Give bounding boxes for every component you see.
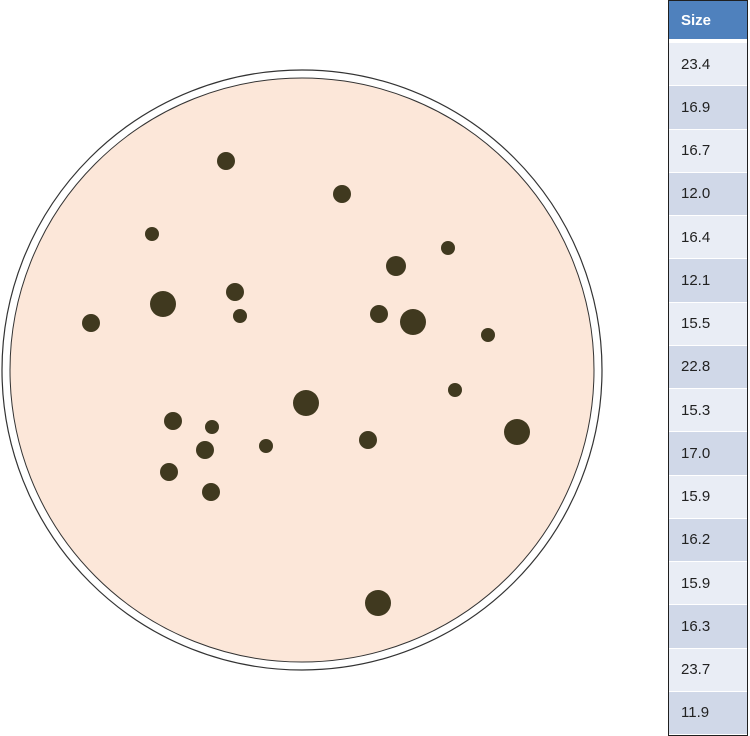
colony [293,390,319,416]
size-cell: 23.4 [669,43,747,87]
colony [217,152,235,170]
size-cell: 12.1 [669,259,747,303]
colony [441,241,455,255]
size-cell: 16.9 [669,86,747,130]
colony [448,383,462,397]
size-cell: 22.8 [669,345,747,389]
size-cell: 15.9 [669,562,747,606]
colony [82,314,100,332]
size-cell: 11.9 [669,691,747,735]
colony [386,256,406,276]
colony [400,309,426,335]
colonies-group [82,152,530,616]
petri-dish-diagram [1,69,603,671]
colony [504,419,530,445]
colony [160,463,178,481]
size-cell: 15.5 [669,302,747,346]
colony [145,227,159,241]
colony [205,420,219,434]
dish-agar [9,77,595,663]
colony [370,305,388,323]
colony [365,590,391,616]
colony [259,439,273,453]
size-cell: 16.7 [669,129,747,173]
colony [233,309,247,323]
size-cell: 16.3 [669,605,747,649]
colony [481,328,495,342]
size-cell: 15.3 [669,389,747,433]
colony [226,283,244,301]
size-cell: 16.4 [669,216,747,260]
colony [150,291,176,317]
size-cell: 12.0 [669,172,747,216]
size-cell: 17.0 [669,432,747,476]
colony [196,441,214,459]
colony [359,431,377,449]
colony [202,483,220,501]
colony [164,412,182,430]
size-cell: 16.2 [669,518,747,562]
colony [333,185,351,203]
size-cell: 15.9 [669,475,747,519]
size-table-header: Size [669,1,747,43]
size-cell: 23.7 [669,648,747,692]
size-table: Size 23.4 16.9 16.7 12.0 16.4 12.1 15.5 … [668,0,748,736]
